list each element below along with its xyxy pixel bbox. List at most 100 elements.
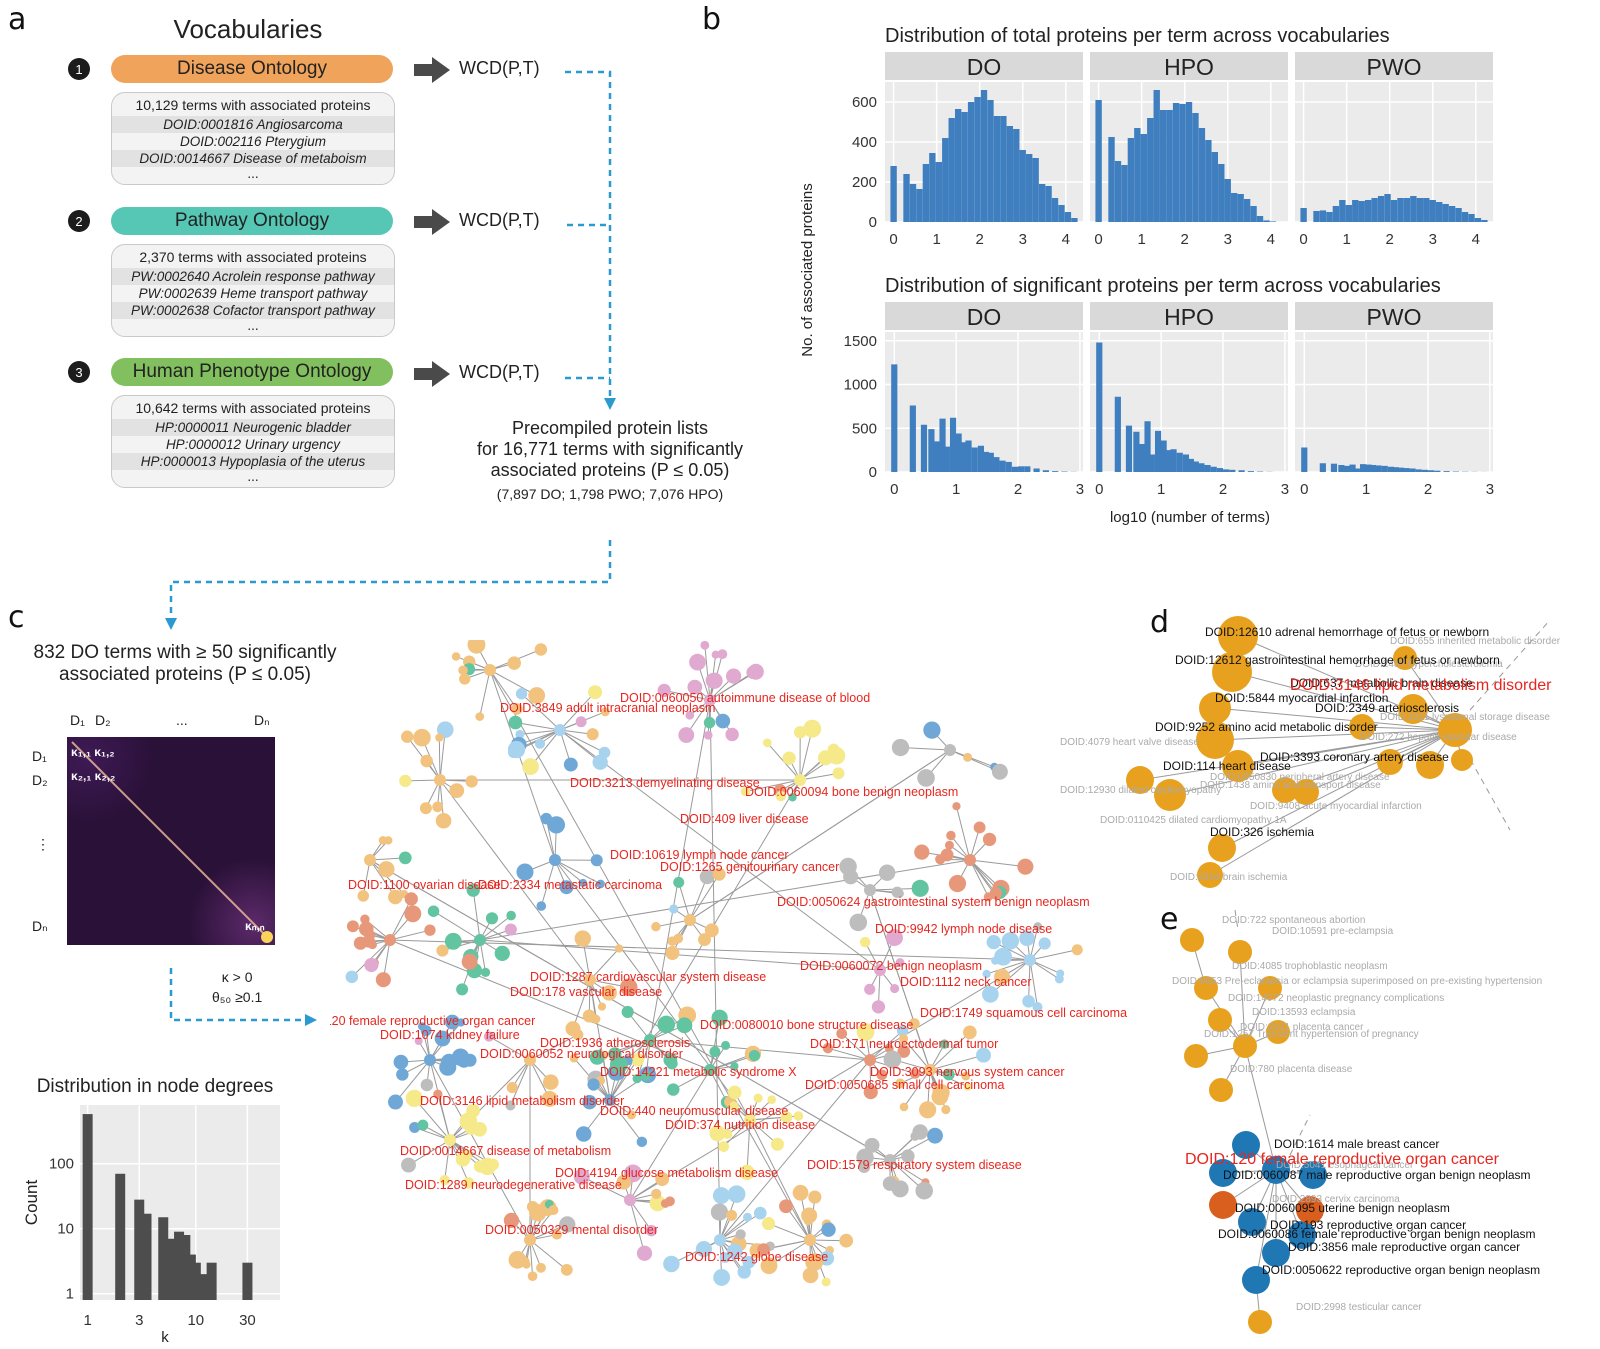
network-term-label: DOID:1242 globe disease bbox=[685, 1250, 828, 1264]
dashed-edge bbox=[1234, 909, 1239, 931]
histogram-bar bbox=[1144, 421, 1151, 472]
secondary-term-label: DOID:722 spontaneous abortion bbox=[1222, 915, 1365, 926]
histogram-bar bbox=[1108, 137, 1115, 222]
histogram-bar bbox=[1154, 430, 1162, 472]
summary-line: Precompiled protein lists bbox=[511, 418, 709, 438]
network-node bbox=[687, 679, 703, 695]
network-edge bbox=[903, 1069, 931, 1108]
network-node bbox=[725, 727, 739, 742]
network-node bbox=[435, 733, 444, 742]
network-node bbox=[689, 653, 706, 671]
network-node bbox=[436, 721, 454, 738]
degree-bar bbox=[82, 1114, 93, 1300]
network-term-label: DOID:1289 neurodegenerative disease bbox=[405, 1178, 622, 1192]
histogram-bar bbox=[1204, 465, 1211, 472]
network-edge bbox=[489, 669, 811, 1241]
network-node bbox=[730, 1061, 739, 1071]
panel-c-title: 832 DO terms with ≥ 50 significantly ass… bbox=[25, 642, 345, 686]
x-tick-label: 0 bbox=[889, 231, 897, 248]
x-tick-label: 1 bbox=[1137, 231, 1145, 248]
degree-bar bbox=[174, 1231, 185, 1300]
heatmap-diagonal bbox=[71, 741, 273, 943]
network-node bbox=[596, 879, 605, 889]
x-tick-label: 4 bbox=[1472, 231, 1480, 248]
network-edge bbox=[529, 1034, 579, 1061]
right-arrow-icon bbox=[414, 209, 450, 235]
network-node bbox=[843, 869, 859, 885]
network-hub-node bbox=[364, 854, 376, 866]
network-node bbox=[871, 1000, 886, 1014]
network-node bbox=[767, 1095, 776, 1104]
network-node bbox=[718, 1141, 730, 1152]
network-node bbox=[569, 1053, 579, 1063]
secondary-term-label: DOID:272 hepatic vascular disease bbox=[1360, 732, 1517, 743]
network-node bbox=[466, 883, 480, 897]
matrix-row-label: ⋮ bbox=[36, 836, 50, 852]
histogram-bar bbox=[1176, 452, 1183, 472]
subnetwork-node bbox=[1377, 749, 1403, 775]
histogram-bar bbox=[1238, 470, 1245, 472]
panel-letter-b: b bbox=[702, 2, 722, 37]
x-tick-label: 0 bbox=[1300, 481, 1308, 498]
network-node bbox=[753, 1206, 767, 1220]
network-node bbox=[803, 1216, 813, 1226]
focus-term-label: DOID:120 female reproductive organ cance… bbox=[1185, 1151, 1500, 1168]
network-node bbox=[909, 1068, 921, 1079]
histogram-bar bbox=[1397, 467, 1404, 472]
histogram-bar bbox=[1403, 198, 1411, 222]
network-node bbox=[534, 643, 548, 656]
network-hub-node bbox=[874, 964, 886, 976]
network-term-label: DOID:120 female reproductive organ cance… bbox=[330, 1014, 535, 1028]
precompiled-summary: Precompiled protein lists for 16,771 ter… bbox=[450, 418, 770, 505]
histogram-bar bbox=[1365, 464, 1372, 472]
network-node bbox=[475, 712, 485, 721]
x-tick-label: 2 bbox=[1219, 481, 1227, 498]
network-node bbox=[703, 716, 716, 729]
network-node bbox=[698, 933, 711, 947]
x-tick-label: 1 bbox=[83, 1312, 91, 1329]
facet-label: DO bbox=[967, 54, 1002, 80]
plot-panel bbox=[1295, 82, 1493, 222]
network-node bbox=[401, 1157, 416, 1173]
network-node bbox=[345, 970, 359, 984]
network-node bbox=[578, 878, 588, 887]
degree-bar bbox=[158, 1217, 169, 1300]
network-node bbox=[994, 947, 1013, 966]
k11: κ₁,₁ bbox=[71, 745, 91, 759]
network-edge bbox=[408, 1139, 451, 1166]
network-node bbox=[563, 757, 578, 772]
network-node bbox=[994, 968, 1011, 985]
histogram-bar bbox=[955, 433, 962, 472]
subnetwork-node bbox=[1272, 777, 1298, 803]
network-term-label: DOID:3849 adult intracranial neoplasm bbox=[500, 701, 715, 715]
network-node bbox=[858, 1160, 871, 1173]
network-node bbox=[991, 763, 1008, 780]
title-line: 832 DO terms with ≥ 50 significantly bbox=[33, 642, 337, 663]
secondary-term-label: DOID:1257 Transient hypertension of preg… bbox=[1204, 1029, 1419, 1040]
histogram-bar bbox=[1436, 202, 1443, 222]
ellipsis: ... bbox=[247, 318, 259, 333]
histogram-bar bbox=[1448, 206, 1456, 222]
subnetwork-node bbox=[1228, 940, 1252, 964]
network-node bbox=[626, 1110, 637, 1120]
network-hub-node bbox=[444, 1134, 456, 1146]
subnetwork-edge bbox=[1255, 1169, 1277, 1281]
network-node bbox=[743, 1212, 752, 1222]
right-arrow-icon bbox=[414, 361, 450, 387]
histogram-bar bbox=[1114, 161, 1122, 222]
degree-bar bbox=[115, 1173, 126, 1300]
example-term: PW:0002639 Heme transport pathway bbox=[138, 286, 368, 301]
network-node bbox=[357, 890, 370, 902]
histogram-bar bbox=[1096, 342, 1103, 472]
network-node bbox=[886, 929, 903, 947]
network-term-label: DOID:2334 metastatic carcinoma bbox=[478, 878, 662, 892]
network-node bbox=[712, 1187, 730, 1204]
node-degree-histogram: Distribution in node degrees 1 3 10 30 1 10 100… bbox=[22, 1076, 280, 1345]
network-node bbox=[573, 1168, 590, 1185]
summary-breakdown: (7,897 DO; 1,798 PWO; 7,076 HPO) bbox=[496, 486, 724, 502]
network-node bbox=[364, 957, 379, 973]
histogram-bar bbox=[1429, 200, 1436, 222]
network-node bbox=[632, 1074, 642, 1084]
network-node bbox=[405, 1089, 424, 1108]
network-node bbox=[439, 1174, 450, 1186]
